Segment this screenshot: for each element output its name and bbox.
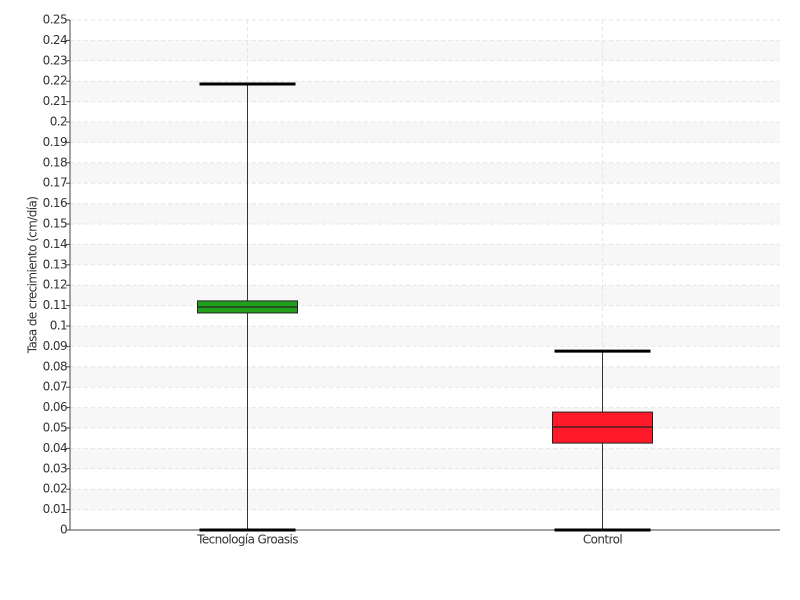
y-tick-label: 0.1 <box>50 319 67 333</box>
y-tick-label: 0.07 <box>43 380 67 394</box>
y-tick-label: 0.01 <box>43 502 67 516</box>
y-axis-label: Tasa de crecimiento (cm/día) <box>26 197 40 355</box>
y-tick-label: 0.2 <box>50 115 67 129</box>
y-tick-label: 0.09 <box>43 339 67 353</box>
y-tick-label: 0 <box>60 523 67 537</box>
grid-band <box>70 81 780 102</box>
y-tick-label: 0.18 <box>43 155 67 169</box>
y-tick-label: 0.14 <box>43 237 67 251</box>
y-tick-label: 0.03 <box>43 461 67 475</box>
y-tick-label: 0.15 <box>43 217 67 231</box>
box <box>552 411 653 444</box>
y-tick-label: 0.23 <box>43 53 67 67</box>
y-tick-label: 0.05 <box>43 421 67 435</box>
y-tick-label: 0.24 <box>43 33 67 47</box>
y-tick-label: 0.21 <box>43 94 67 108</box>
y-tick-label: 0.04 <box>43 441 67 455</box>
grid-band <box>70 489 780 510</box>
y-tick-label: 0.22 <box>43 74 67 88</box>
grid-band <box>70 326 780 347</box>
x-tick-label: Control <box>583 533 622 547</box>
y-tick-label: 0.12 <box>43 278 67 292</box>
grid-band <box>70 407 780 428</box>
x-tick-label: Tecnología Groasis <box>196 533 298 547</box>
grid-band <box>70 162 780 184</box>
y-tick-label: 0.06 <box>43 400 67 414</box>
y-tick-label: 0.19 <box>43 135 67 149</box>
y-tick-label: 0.11 <box>43 298 67 312</box>
grid-band <box>70 285 780 306</box>
grid-band <box>70 448 780 469</box>
y-tick-label: 0.17 <box>43 176 67 190</box>
y-tick-label: 0.13 <box>43 257 67 271</box>
y-tick-label: 0.02 <box>43 482 67 496</box>
grid-band <box>70 203 780 224</box>
y-tick-label: 0.16 <box>43 196 67 210</box>
grid-band <box>70 244 780 265</box>
grid-band <box>70 40 780 61</box>
grid-band <box>70 366 780 388</box>
y-tick-label: 0.25 <box>43 13 67 27</box>
grid-band <box>70 122 780 143</box>
y-tick-label: 0.08 <box>43 359 67 373</box>
